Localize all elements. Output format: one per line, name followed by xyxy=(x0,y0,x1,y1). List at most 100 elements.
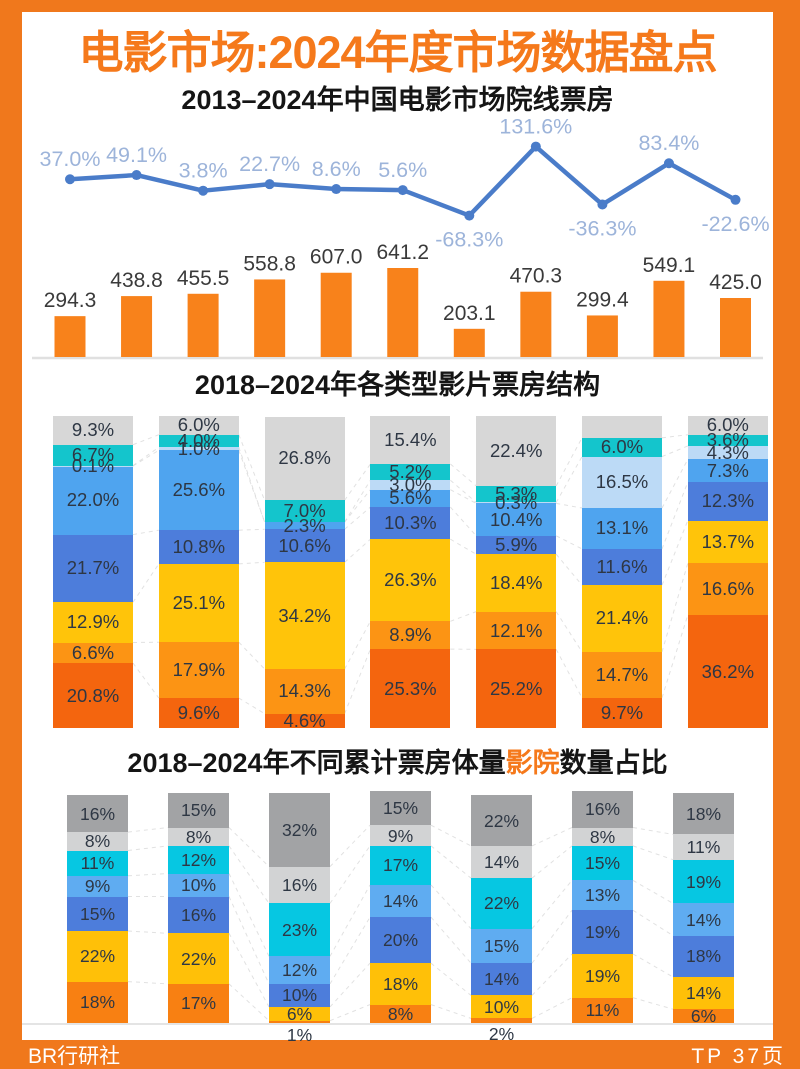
bar-segment xyxy=(269,983,330,1007)
segment-label: 14% xyxy=(382,891,419,912)
bar-segment xyxy=(168,896,229,934)
footer-page-indicator: TP 37页 xyxy=(691,1044,786,1068)
line-point xyxy=(663,158,674,169)
connector-line xyxy=(329,916,371,985)
stacked-column xyxy=(582,416,662,728)
segment-label: 6.7% xyxy=(71,444,115,466)
segment-label: 11% xyxy=(686,837,721,858)
segment-label: 6.0% xyxy=(177,414,220,436)
segment-label: 19% xyxy=(685,871,722,892)
segment-label: 10.6% xyxy=(278,534,331,556)
line-value-label: 8.6% xyxy=(312,157,361,181)
segment-label: 16% xyxy=(79,803,116,824)
connector-line xyxy=(661,614,689,698)
connector-line xyxy=(344,648,371,714)
segment-label: 13% xyxy=(584,885,621,906)
bar-segment xyxy=(158,434,239,448)
bar-segment xyxy=(687,434,768,446)
segment-label: 5.3% xyxy=(495,483,538,505)
bar-segment xyxy=(476,649,557,728)
bar-segment xyxy=(471,878,532,929)
bar-segment xyxy=(264,522,345,530)
bar-segment xyxy=(673,793,734,835)
bar-segment xyxy=(67,832,128,851)
connector-line xyxy=(228,827,270,867)
line-point xyxy=(264,179,275,190)
bar-segment xyxy=(269,866,330,904)
bar-segment xyxy=(53,642,133,664)
bar-segment xyxy=(264,529,345,563)
segment-label: 7.3% xyxy=(706,459,749,481)
cinema-share-stacked-chart: 18% 22% 15% 9% 11% 8% 16% 17% 22% 16% 10% 12% 8% 15% 1… xyxy=(22,790,773,1045)
connector-line xyxy=(632,997,674,1010)
connector-line xyxy=(531,845,573,879)
stacked-column xyxy=(572,790,633,1023)
connector-line xyxy=(555,456,583,503)
segment-connector-lines xyxy=(132,434,689,715)
bar-segment xyxy=(269,793,330,867)
line-value-label: 37.0% xyxy=(40,147,101,171)
connector-line xyxy=(632,845,674,861)
bar-segment xyxy=(687,459,768,483)
line-point xyxy=(397,185,408,196)
segment-label: 2% xyxy=(488,1023,515,1044)
segment-label: 8% xyxy=(185,826,212,847)
bar-value-label: 641.2 xyxy=(376,241,429,264)
bar xyxy=(254,279,286,357)
connector-line xyxy=(450,506,477,537)
bar-segment xyxy=(687,563,768,616)
bar-segment xyxy=(67,981,128,1023)
segment-label: 6% xyxy=(286,1003,313,1024)
chart3-title-prefix: 2018–2024年不同累计票房体量 xyxy=(127,748,506,778)
bar-segment xyxy=(370,1004,431,1023)
bar-segment xyxy=(572,880,633,911)
segment-label: 3.0% xyxy=(389,473,432,495)
line-value-label: 5.6% xyxy=(378,158,427,182)
connector-line xyxy=(228,896,270,985)
stacked-column xyxy=(53,415,133,728)
line-point xyxy=(131,170,142,181)
bar-segment xyxy=(370,790,431,826)
connector-line xyxy=(450,538,477,555)
bar-segment xyxy=(476,554,557,612)
bar xyxy=(121,296,153,357)
bar xyxy=(320,272,352,357)
segment-label: 10.3% xyxy=(384,512,437,534)
line-value-label: 22.7% xyxy=(239,152,300,176)
bar-segment xyxy=(158,698,239,728)
bar-segment xyxy=(471,795,532,846)
bar-segment xyxy=(370,917,431,964)
connector-line xyxy=(344,621,371,670)
content-panel: 电影市场:2024年度市场数据盘点 2013–2024年中国电影市场院线票房 2… xyxy=(22,12,773,1045)
bar-segment xyxy=(582,585,662,652)
segment-label: 15.4% xyxy=(384,429,437,451)
connector-line xyxy=(238,641,265,670)
chart3-title: 2018–2024年不同累计票房体量影院数量占比 xyxy=(22,741,773,780)
bar-segment xyxy=(168,845,229,874)
connector-line xyxy=(430,1004,472,1019)
segment-label: 34.2% xyxy=(278,604,331,626)
bar-segment xyxy=(673,935,734,977)
bar-segment xyxy=(158,530,239,564)
line-value-label: -36.3% xyxy=(568,217,636,241)
connector-line xyxy=(238,434,266,501)
bar xyxy=(387,268,419,357)
box-office-combo-chart: 294.3 438.8 455.5 558.8 607.0 641.2 203.1 470.3… xyxy=(22,109,773,371)
connector-line xyxy=(430,962,472,996)
segment-label: 22.0% xyxy=(66,489,120,511)
connector-line xyxy=(127,845,169,851)
segment-label: 17% xyxy=(180,993,217,1014)
segment-label: 20.8% xyxy=(66,684,120,706)
segment-label: 6% xyxy=(690,1006,717,1027)
segment-label: 14% xyxy=(483,852,520,872)
connector-line xyxy=(531,953,573,996)
segment-label: 26.3% xyxy=(384,569,437,591)
connector-line xyxy=(127,930,169,934)
segment-label: 16% xyxy=(180,904,217,925)
segment-label: 19% xyxy=(584,965,621,986)
segment-label: 15% xyxy=(584,853,621,874)
bar-segment xyxy=(158,450,239,531)
line-point xyxy=(730,194,741,205)
segment-label: 18% xyxy=(79,992,116,1013)
